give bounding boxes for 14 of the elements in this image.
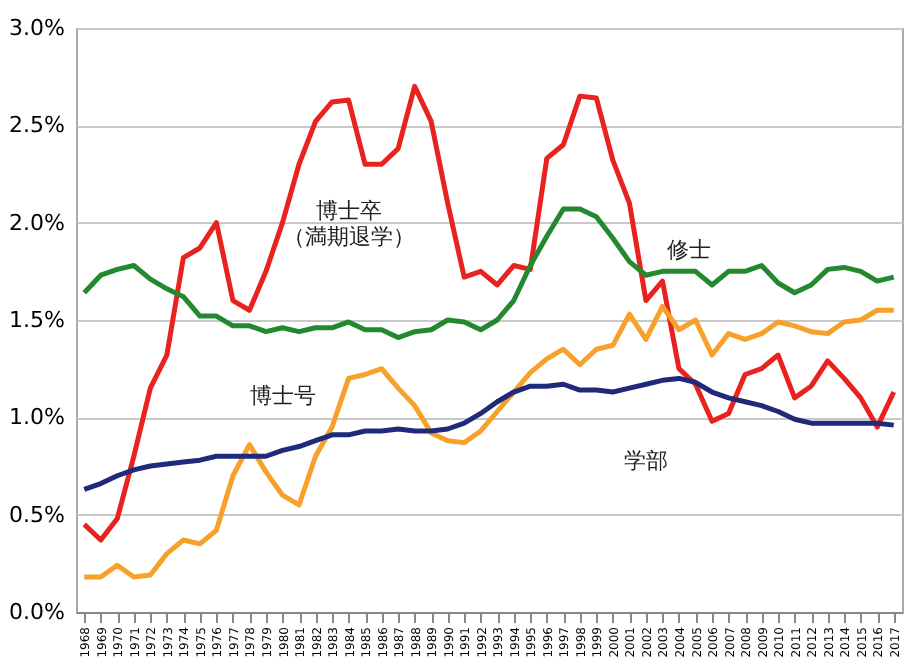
text: 学部 — [623, 448, 668, 475]
y-tick-label: 2.5% — [9, 112, 65, 139]
line-series — [81, 303, 897, 580]
y-tick-label: 1.5% — [9, 307, 65, 333]
y-tick-label: 3.0% — [9, 15, 65, 41]
line-series — [81, 375, 897, 492]
y-tick-label: 1.0% — [9, 404, 65, 431]
y-tick-label: 2.0% — [9, 209, 65, 236]
series-label: 修士 — [666, 237, 711, 264]
y-tick-label: 0.0% — [9, 599, 65, 625]
line-series — [81, 83, 897, 543]
series-label: 博士卒（満期退学） — [282, 198, 415, 251]
series-label: 博士号 — [249, 383, 316, 410]
y-tick-label: 0.5% — [9, 501, 65, 528]
